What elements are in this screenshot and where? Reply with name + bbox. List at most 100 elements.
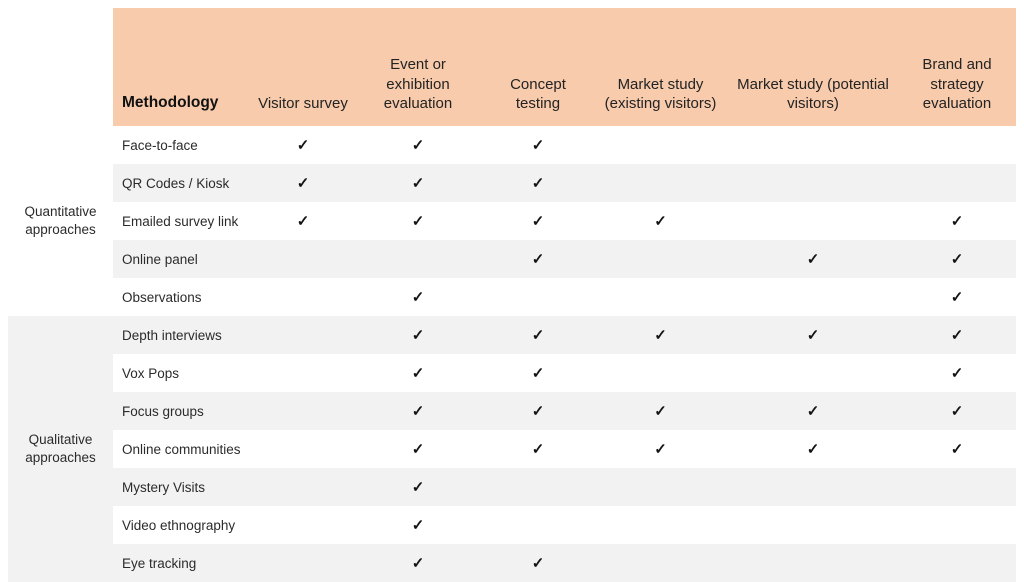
check-cell: ✓	[898, 240, 1016, 278]
check-cell	[898, 468, 1016, 506]
check-cell: ✓	[483, 544, 593, 582]
check-cell: ✓	[593, 392, 728, 430]
col-header-market-study-existing: Market study (existing visitors)	[593, 8, 728, 126]
col-header-methodology: Methodology	[113, 8, 253, 126]
check-cell: ✓	[950, 365, 964, 382]
table-row: Online panel ✓ ✓ ✓	[8, 240, 1016, 278]
col-header-event-exhibition-evaluation: Event or exhibition evaluation	[353, 8, 483, 126]
row-label: Video ethnography	[122, 517, 236, 533]
col-header-concept-testing: Concept testing	[483, 8, 593, 126]
table-row: Vox Pops ✓ ✓ ✓	[8, 354, 1016, 392]
row-label: Mystery Visits	[113, 468, 253, 506]
row-label: QR Codes / Kiosk	[113, 164, 253, 202]
check-cell	[483, 278, 593, 316]
check-cell	[728, 544, 898, 582]
check-cell	[728, 126, 898, 164]
check-cell	[253, 392, 353, 430]
row-label: Depth interviews	[113, 316, 253, 354]
table-row: Quantitative approaches Face-to-face ✓ ✓…	[8, 126, 1016, 316]
col-header-brand-strategy-evaluation: Brand and strategy evaluation	[898, 8, 1016, 126]
check-cell: ✓	[353, 392, 483, 430]
check-cell	[593, 468, 728, 506]
check-cell	[483, 468, 593, 506]
col-header-market-study-potential: Market study (potential visitors)	[728, 8, 898, 126]
check-cell	[253, 354, 353, 392]
check-cell: ✓	[411, 365, 425, 382]
check-cell	[253, 544, 353, 582]
check-cell: ✓	[411, 517, 425, 534]
check-cell	[593, 544, 728, 582]
row-label: Online panel	[113, 240, 253, 278]
check-cell	[593, 506, 728, 544]
check-cell	[593, 164, 728, 202]
check-cell: ✓	[483, 392, 593, 430]
col-header-visitor-survey: Visitor survey	[253, 8, 353, 126]
methodology-matrix-table: Methodology Visitor survey Event or exhi…	[8, 8, 1016, 582]
table-row: Eye tracking ✓ ✓	[8, 544, 1016, 582]
check-cell	[728, 468, 898, 506]
header-row: Methodology Visitor survey Event or exhi…	[8, 8, 1016, 126]
check-cell	[253, 240, 353, 278]
check-cell	[898, 164, 1016, 202]
row-label: Vox Pops	[122, 365, 180, 381]
check-cell: ✓	[411, 213, 425, 230]
check-cell	[253, 468, 353, 506]
check-cell	[898, 126, 1016, 164]
check-cell: ✓	[353, 544, 483, 582]
row-label: Face-to-face	[122, 137, 198, 153]
check-cell: ✓	[353, 468, 483, 506]
check-cell: ✓	[654, 213, 667, 230]
table-row: Online communities ✓ ✓ ✓ ✓ ✓	[8, 430, 1016, 468]
table-row: Focus groups ✓ ✓ ✓ ✓ ✓	[8, 392, 1016, 430]
check-cell	[728, 278, 898, 316]
check-cell	[593, 126, 728, 164]
check-cell: ✓	[654, 441, 667, 458]
check-cell	[353, 240, 483, 278]
check-cell: ✓	[898, 392, 1016, 430]
check-cell: ✓	[728, 392, 898, 430]
table-row: Emailed survey link ✓ ✓ ✓ ✓ ✓	[8, 202, 1016, 240]
table-row: Qualitative approaches Depth interviews …	[8, 316, 1016, 582]
check-cell	[253, 506, 353, 544]
row-label: Online communities	[122, 441, 241, 457]
check-cell: ✓	[950, 289, 964, 306]
check-cell: ✓	[531, 137, 545, 154]
check-cell: ✓	[531, 365, 545, 382]
check-cell: ✓	[593, 316, 728, 354]
check-cell: ✓	[353, 316, 483, 354]
group-label-quantitative: Quantitative approaches	[8, 126, 113, 316]
table-row: QR Codes / Kiosk ✓ ✓ ✓	[8, 164, 1016, 202]
check-cell: ✓	[296, 137, 310, 154]
check-cell: ✓	[353, 164, 483, 202]
check-cell: ✓	[898, 316, 1016, 354]
table-row: Observations ✓ ✓	[8, 278, 1016, 316]
check-cell: ✓	[483, 240, 593, 278]
check-cell: ✓	[806, 441, 820, 458]
check-cell	[728, 164, 898, 202]
check-cell: ✓	[411, 441, 425, 458]
check-cell: ✓	[296, 213, 310, 230]
row-label: Focus groups	[113, 392, 253, 430]
check-cell	[898, 544, 1016, 582]
row-label: Observations	[122, 289, 202, 305]
check-cell: ✓	[411, 289, 425, 306]
check-cell	[253, 430, 353, 468]
check-cell	[898, 506, 1016, 544]
check-cell: ✓	[531, 441, 545, 458]
group-label-qualitative: Qualitative approaches	[8, 316, 113, 582]
check-cell	[253, 316, 353, 354]
check-cell: ✓	[728, 316, 898, 354]
check-cell: ✓	[483, 164, 593, 202]
check-cell: ✓	[531, 213, 545, 230]
check-cell	[593, 278, 728, 316]
table-row: Mystery Visits ✓	[8, 468, 1016, 506]
check-cell	[593, 240, 728, 278]
check-cell	[253, 278, 353, 316]
check-cell	[593, 354, 728, 392]
check-cell: ✓	[253, 164, 353, 202]
check-cell: ✓	[950, 213, 964, 230]
check-cell: ✓	[728, 240, 898, 278]
table-row: Video ethnography ✓	[8, 506, 1016, 544]
check-cell: ✓	[950, 441, 964, 458]
